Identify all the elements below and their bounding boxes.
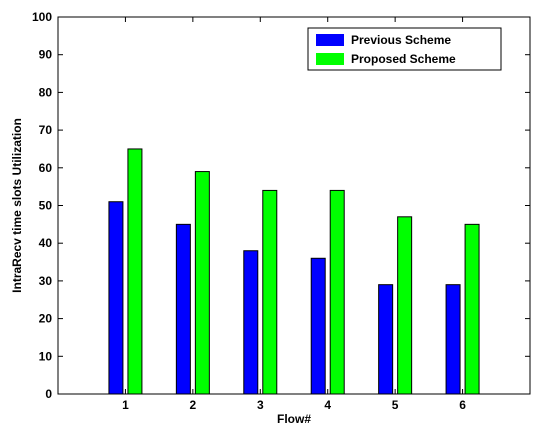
- bar-previous-scheme-6: [445, 284, 461, 395]
- y-tick-label: 80: [39, 85, 53, 99]
- bar-proposed-scheme-4: [329, 189, 345, 395]
- bar-proposed-scheme-2: [194, 171, 210, 395]
- x-tick-label: 6: [459, 398, 466, 412]
- x-axis-label: Flow#: [277, 412, 311, 426]
- legend-label-previous-scheme: Previous Scheme: [351, 33, 451, 47]
- bar-previous-scheme-3: [243, 250, 259, 395]
- bar-proposed-scheme-5: [397, 216, 413, 395]
- y-tick-label: 30: [39, 274, 53, 288]
- y-tick-label: 40: [39, 236, 53, 250]
- y-tick-label: 70: [39, 123, 53, 137]
- y-tick-label: 0: [45, 387, 52, 401]
- bar-previous-scheme-2: [175, 223, 191, 395]
- legend: Previous Scheme Proposed Scheme: [307, 27, 502, 71]
- bar-previous-scheme-4: [310, 257, 326, 395]
- y-tick-label: 20: [39, 312, 53, 326]
- y-tick-label: 50: [39, 199, 53, 213]
- bar-previous-scheme-1: [108, 201, 124, 395]
- legend-swatch-proposed-scheme: [316, 53, 344, 65]
- legend-swatch-previous-scheme: [316, 34, 344, 46]
- x-tick-label: 1: [122, 398, 129, 412]
- y-tick-label: 90: [39, 48, 53, 62]
- x-tick-label: 4: [324, 398, 331, 412]
- bar-proposed-scheme-6: [464, 223, 480, 395]
- axes-layer: 0 10 20 30 40 50 60 70 80 90 100 1 2 3 4 5 6: [32, 10, 530, 412]
- x-tick-label: 2: [190, 398, 197, 412]
- bars-layer: [108, 148, 480, 395]
- y-tick-label: 100: [32, 10, 52, 24]
- y-axis-label: IntraRecv time slots Utilization: [10, 118, 24, 293]
- y-tick-label: 10: [39, 349, 53, 363]
- x-tick-label: 5: [392, 398, 399, 412]
- bar-previous-scheme-5: [378, 284, 394, 395]
- bar-proposed-scheme-1: [127, 148, 143, 395]
- bar-proposed-scheme-3: [262, 189, 278, 395]
- y-tick-label: 60: [39, 161, 53, 175]
- legend-label-proposed-scheme: Proposed Scheme: [351, 52, 456, 66]
- x-tick-label: 3: [257, 398, 264, 412]
